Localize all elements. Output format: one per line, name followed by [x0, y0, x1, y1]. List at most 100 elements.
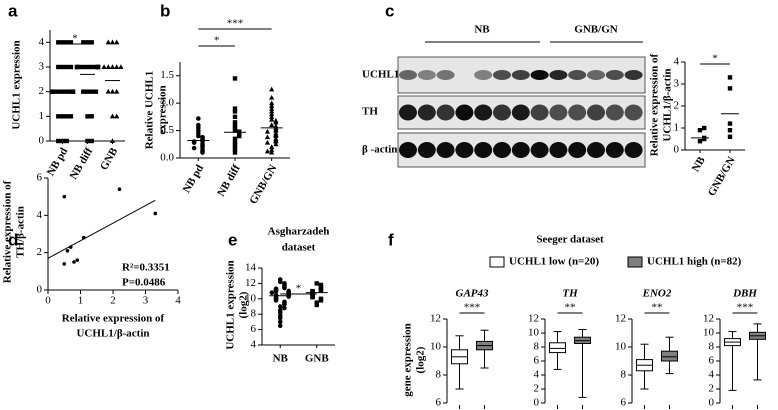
y-tick-label: 0	[709, 397, 715, 409]
significance-label: *	[214, 35, 220, 47]
x-tick-label: 2	[110, 295, 116, 307]
data-point	[70, 89, 76, 94]
data-point	[269, 116, 275, 122]
data-point	[64, 64, 69, 70]
x-tick-label: NB pd	[45, 146, 71, 178]
data-point	[85, 64, 90, 70]
y-tick-label: 6	[37, 172, 43, 184]
data-point	[93, 89, 99, 94]
data-point	[64, 114, 69, 119]
x-tick-label: GNB/GN	[706, 155, 738, 199]
data-point	[269, 111, 275, 117]
data-point	[191, 145, 197, 151]
data-point	[200, 150, 205, 155]
blot-band	[493, 70, 511, 80]
blot-band	[605, 70, 624, 80]
blot-band	[568, 70, 587, 80]
y-tick-label: 12	[245, 277, 256, 289]
blot-band	[493, 142, 511, 158]
y-tick-label: 4	[709, 369, 715, 381]
blot-band	[399, 104, 417, 121]
panel-title: ENO2	[642, 288, 672, 300]
y-tick-label: 10	[528, 327, 540, 339]
y-tick-label: 0.5	[160, 124, 174, 136]
data-point	[114, 88, 120, 94]
data-point	[282, 285, 287, 291]
blot-band	[530, 104, 549, 121]
panel-title: DBH	[732, 288, 757, 300]
data-point	[68, 114, 74, 119]
y-tick-label: 6	[436, 397, 442, 409]
data-point	[277, 323, 283, 329]
x-tick-label: 1	[78, 295, 84, 307]
panel-label: e	[228, 230, 237, 249]
data-point	[264, 128, 271, 134]
y-tick-label: 0	[534, 397, 540, 409]
data-point	[232, 142, 238, 147]
blot-column-label: NB	[474, 24, 490, 36]
y-tick-label: 6	[534, 355, 540, 367]
data-point	[56, 114, 61, 119]
blot-band	[399, 142, 417, 158]
blot-band	[587, 70, 605, 80]
y-tick-label: 4	[39, 36, 45, 48]
data-point	[232, 147, 238, 152]
panel-label: d	[8, 230, 18, 249]
y-tick-label: 4	[534, 369, 540, 381]
blot-band	[455, 70, 474, 80]
blot-row-label: TH	[362, 106, 378, 118]
data-point	[314, 281, 319, 286]
y-axis-label: (log2)	[238, 291, 250, 318]
panel-label: f	[388, 230, 394, 249]
blot-band	[417, 70, 436, 80]
data-point	[264, 134, 271, 140]
data-point	[109, 113, 116, 119]
significance-label: *	[72, 33, 78, 45]
y-tick-label: 6	[251, 323, 257, 335]
y-tick-label: 12	[615, 313, 626, 325]
data-point	[277, 319, 283, 325]
data-point	[85, 89, 90, 94]
data-point	[95, 64, 101, 70]
data-point	[269, 108, 275, 114]
data-point	[232, 106, 238, 111]
data-point	[277, 304, 283, 309]
data-point	[89, 138, 94, 144]
data-point	[697, 139, 703, 144]
data-point	[105, 39, 111, 45]
blot-band	[624, 142, 643, 158]
data-point	[109, 88, 116, 94]
data-point	[60, 40, 65, 45]
y-tick-label: 2	[37, 246, 43, 258]
y-tick-label: 3	[674, 78, 680, 90]
x-tick-label: GNB	[98, 145, 121, 172]
data-point	[269, 105, 275, 111]
significance-label: **	[565, 302, 576, 314]
data-point	[273, 138, 279, 144]
data-point	[232, 139, 238, 144]
x-tick-label: NB pd	[181, 163, 207, 195]
data-point	[697, 128, 703, 133]
data-point	[727, 86, 733, 91]
data-point	[60, 138, 65, 144]
blot-band	[549, 70, 568, 80]
blot-band	[436, 70, 455, 80]
data-point	[109, 64, 116, 69]
y-tick-label: 1	[674, 122, 680, 134]
y-tick-label: 12	[430, 313, 441, 325]
y-axis-label: Relative UCHL1	[144, 71, 156, 150]
y-tick-label: 6	[621, 397, 627, 409]
blot-band	[605, 104, 624, 121]
y-tick-label: 2	[709, 383, 715, 395]
blot-row-label: β -actin	[362, 144, 397, 156]
legend-label: UCHL1 high (n=82)	[647, 256, 742, 268]
data-point	[89, 64, 94, 70]
data-point	[273, 119, 279, 125]
data-point	[269, 100, 275, 106]
blot-column-label: GNB/GN	[574, 24, 617, 36]
data-point	[269, 103, 275, 108]
x-tick-label: 3	[143, 295, 149, 307]
chart-title: Seeger dataset	[536, 234, 604, 246]
data-point	[314, 302, 319, 308]
